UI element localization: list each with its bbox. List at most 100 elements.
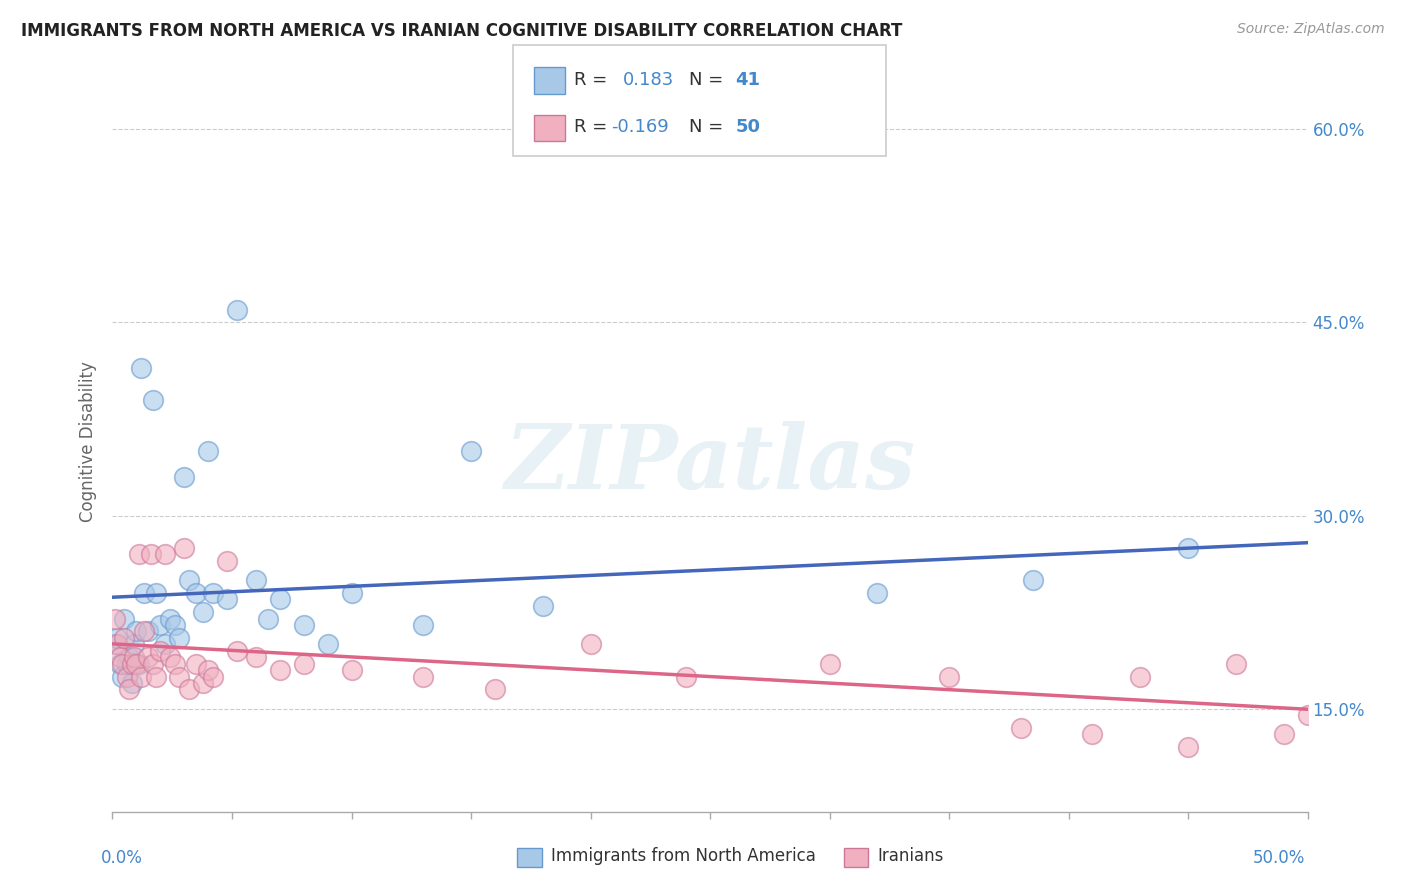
Point <box>412 618 434 632</box>
Point <box>114 611 135 625</box>
Point <box>177 573 200 587</box>
Point <box>121 657 143 671</box>
Point <box>1368 657 1391 671</box>
Point <box>269 592 291 607</box>
Point <box>122 650 145 665</box>
Text: Source: ZipAtlas.com: Source: ZipAtlas.com <box>1237 22 1385 37</box>
Point <box>138 624 160 639</box>
Text: Iranians: Iranians <box>877 847 943 865</box>
Point <box>104 637 127 651</box>
Text: IMMIGRANTS FROM NORTH AMERICA VS IRANIAN COGNITIVE DISABILITY CORRELATION CHART: IMMIGRANTS FROM NORTH AMERICA VS IRANIAN… <box>21 22 903 40</box>
Text: R =: R = <box>574 118 613 136</box>
Point <box>245 573 267 587</box>
Point <box>142 657 165 671</box>
Point <box>128 657 150 671</box>
Point <box>197 444 219 458</box>
Point <box>1272 727 1295 741</box>
Point <box>217 592 239 607</box>
Point <box>579 637 602 651</box>
Text: 0.0%: 0.0% <box>101 849 143 867</box>
Point <box>153 547 176 561</box>
Text: 41: 41 <box>735 70 761 89</box>
Point <box>177 682 200 697</box>
Point <box>1320 740 1343 755</box>
Point <box>292 618 315 632</box>
Point <box>104 611 127 625</box>
Point <box>163 618 186 632</box>
Point <box>139 547 162 561</box>
Point <box>105 637 128 651</box>
Text: R =: R = <box>574 70 613 89</box>
Point <box>1296 708 1319 723</box>
Point <box>118 682 141 697</box>
Point <box>1022 573 1045 587</box>
Point <box>145 669 167 683</box>
Point <box>1225 657 1247 671</box>
Point <box>132 624 155 639</box>
Point <box>201 586 224 600</box>
Point <box>138 650 160 665</box>
Point <box>225 302 247 317</box>
Point <box>675 669 697 683</box>
Point <box>257 611 280 625</box>
Point <box>186 586 208 600</box>
Point <box>108 657 131 671</box>
Point <box>201 669 224 683</box>
Point <box>169 631 191 645</box>
Point <box>145 586 167 600</box>
Point <box>115 669 138 683</box>
Point <box>340 663 363 677</box>
Point <box>118 650 141 665</box>
Text: ZIPatlas: ZIPatlas <box>505 420 915 507</box>
Point <box>159 611 181 625</box>
Point <box>225 644 247 658</box>
Point <box>197 663 219 677</box>
Point <box>111 669 134 683</box>
Point <box>1010 721 1032 735</box>
Point <box>340 586 363 600</box>
Point <box>142 392 165 407</box>
Text: 0.183: 0.183 <box>623 70 673 89</box>
Point <box>122 637 145 651</box>
Point <box>1081 727 1104 741</box>
Point <box>460 444 482 458</box>
Point <box>173 470 195 484</box>
Point <box>149 618 172 632</box>
Point <box>866 586 889 600</box>
Point <box>121 676 143 690</box>
Point <box>111 657 134 671</box>
Point <box>1177 541 1199 555</box>
Point <box>115 657 138 671</box>
Text: 50.0%: 50.0% <box>1253 849 1305 867</box>
Text: Immigrants from North America: Immigrants from North America <box>551 847 815 865</box>
Point <box>128 547 150 561</box>
Point <box>269 663 291 677</box>
Point <box>484 682 506 697</box>
Point <box>217 554 239 568</box>
Point <box>1344 669 1367 683</box>
Point <box>159 650 181 665</box>
Text: -0.169: -0.169 <box>612 118 669 136</box>
Point <box>186 657 208 671</box>
Point <box>531 599 554 613</box>
Point <box>125 657 148 671</box>
Point <box>132 586 155 600</box>
Point <box>292 657 315 671</box>
Point <box>129 669 152 683</box>
Point <box>193 676 215 690</box>
Point <box>153 637 176 651</box>
Text: N =: N = <box>689 118 728 136</box>
Point <box>818 657 841 671</box>
Text: 50: 50 <box>735 118 761 136</box>
Point <box>125 624 148 639</box>
Point <box>412 669 434 683</box>
Point <box>163 657 186 671</box>
Point <box>1177 740 1199 755</box>
Point <box>108 650 131 665</box>
Point <box>149 644 172 658</box>
Point <box>1129 669 1152 683</box>
Point <box>938 669 960 683</box>
Point <box>316 637 339 651</box>
Point <box>114 631 135 645</box>
Point <box>173 541 195 555</box>
